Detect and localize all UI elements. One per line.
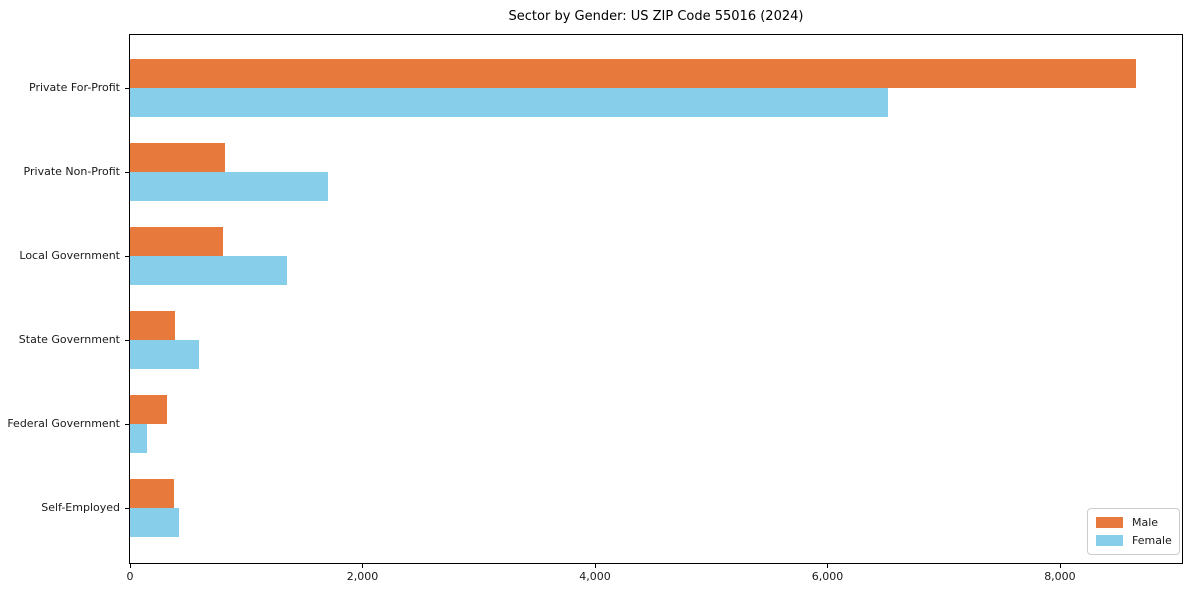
y-tick xyxy=(125,340,129,341)
x-tick xyxy=(827,564,829,568)
y-tick-label: Self-Employed xyxy=(41,501,120,514)
bar-male xyxy=(130,479,175,508)
y-tick-label: State Government xyxy=(18,333,120,346)
x-tick-label: 8,000 xyxy=(1044,570,1076,583)
x-tick xyxy=(362,564,364,568)
y-tick xyxy=(125,508,129,509)
x-tick xyxy=(1059,564,1061,568)
y-tick xyxy=(125,88,129,89)
chart-title: Sector by Gender: US ZIP Code 55016 (202… xyxy=(508,9,804,24)
bar-female xyxy=(130,172,328,201)
bar-male xyxy=(130,227,223,256)
y-tick-label: Federal Government xyxy=(7,417,120,430)
male-legend-swatch xyxy=(1096,517,1123,528)
bar-male xyxy=(130,311,176,340)
y-tick-label: Private For-Profit xyxy=(29,81,120,94)
x-tick-label: 6,000 xyxy=(811,570,844,583)
legend: Male Female xyxy=(1087,508,1180,555)
bar-male xyxy=(130,143,226,172)
bar-female xyxy=(130,508,180,537)
x-tick xyxy=(594,564,596,568)
bar-female xyxy=(130,340,199,369)
x-tick-label: 2,000 xyxy=(346,570,379,583)
bar-female xyxy=(130,88,888,117)
bar-male xyxy=(130,395,168,424)
y-tick xyxy=(125,256,129,257)
female-legend-swatch xyxy=(1096,535,1123,546)
legend-label: Female xyxy=(1132,533,1172,547)
y-tick-label: Local Government xyxy=(19,249,120,262)
y-tick xyxy=(125,172,129,173)
legend-item: Female xyxy=(1096,533,1172,547)
x-tick-label: 0 xyxy=(126,570,134,583)
y-tick xyxy=(125,424,129,425)
y-tick-label: Private Non-Profit xyxy=(23,165,120,178)
plot-area xyxy=(129,34,1183,564)
x-tick-label: 4,000 xyxy=(579,570,611,583)
legend-item: Male xyxy=(1096,515,1171,529)
x-tick xyxy=(130,564,131,568)
bar-female xyxy=(130,424,148,453)
legend-label: Male xyxy=(1132,515,1159,529)
bar-female xyxy=(130,256,287,285)
bar-male xyxy=(130,59,1136,88)
